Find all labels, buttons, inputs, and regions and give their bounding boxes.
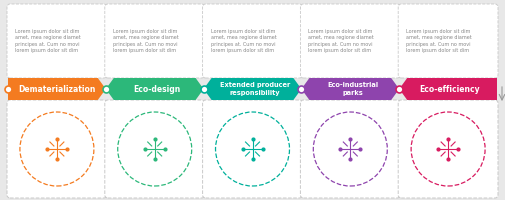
FancyBboxPatch shape — [398, 100, 498, 198]
Polygon shape — [204, 78, 301, 100]
Text: Lorem ipsum dolor sit dim
amet, mea regione diamet
principes at. Cum no movi
lor: Lorem ipsum dolor sit dim amet, mea regi… — [211, 29, 276, 53]
Text: Lorem ipsum dolor sit dim
amet, mea regione diamet
principes at. Cum no movi
lor: Lorem ipsum dolor sit dim amet, mea regi… — [113, 29, 179, 53]
FancyBboxPatch shape — [7, 100, 107, 198]
FancyBboxPatch shape — [300, 4, 400, 78]
Text: Dematerialization: Dematerialization — [18, 84, 95, 94]
Text: Extended producer
responsibility: Extended producer responsibility — [220, 82, 290, 96]
FancyBboxPatch shape — [203, 100, 302, 198]
FancyBboxPatch shape — [105, 4, 205, 78]
FancyBboxPatch shape — [398, 4, 498, 78]
Text: Lorem ipsum dolor sit dim
amet, mea regione diamet
principes at. Cum no movi
lor: Lorem ipsum dolor sit dim amet, mea regi… — [406, 29, 472, 53]
FancyBboxPatch shape — [7, 4, 107, 78]
Polygon shape — [106, 78, 204, 100]
Polygon shape — [301, 78, 399, 100]
Text: Lorem ipsum dolor sit dim
amet, mea regione diamet
principes at. Cum no movi
lor: Lorem ipsum dolor sit dim amet, mea regi… — [15, 29, 81, 53]
Polygon shape — [399, 78, 497, 100]
Text: Eco-industrial
parks: Eco-industrial parks — [327, 82, 378, 96]
Text: Eco-efficiency: Eco-efficiency — [419, 84, 480, 94]
FancyBboxPatch shape — [300, 100, 400, 198]
Polygon shape — [8, 78, 106, 100]
FancyBboxPatch shape — [203, 4, 302, 78]
FancyBboxPatch shape — [105, 100, 205, 198]
Text: Lorem ipsum dolor sit dim
amet, mea regione diamet
principes at. Cum no movi
lor: Lorem ipsum dolor sit dim amet, mea regi… — [309, 29, 374, 53]
Text: Eco-design: Eco-design — [133, 84, 181, 94]
